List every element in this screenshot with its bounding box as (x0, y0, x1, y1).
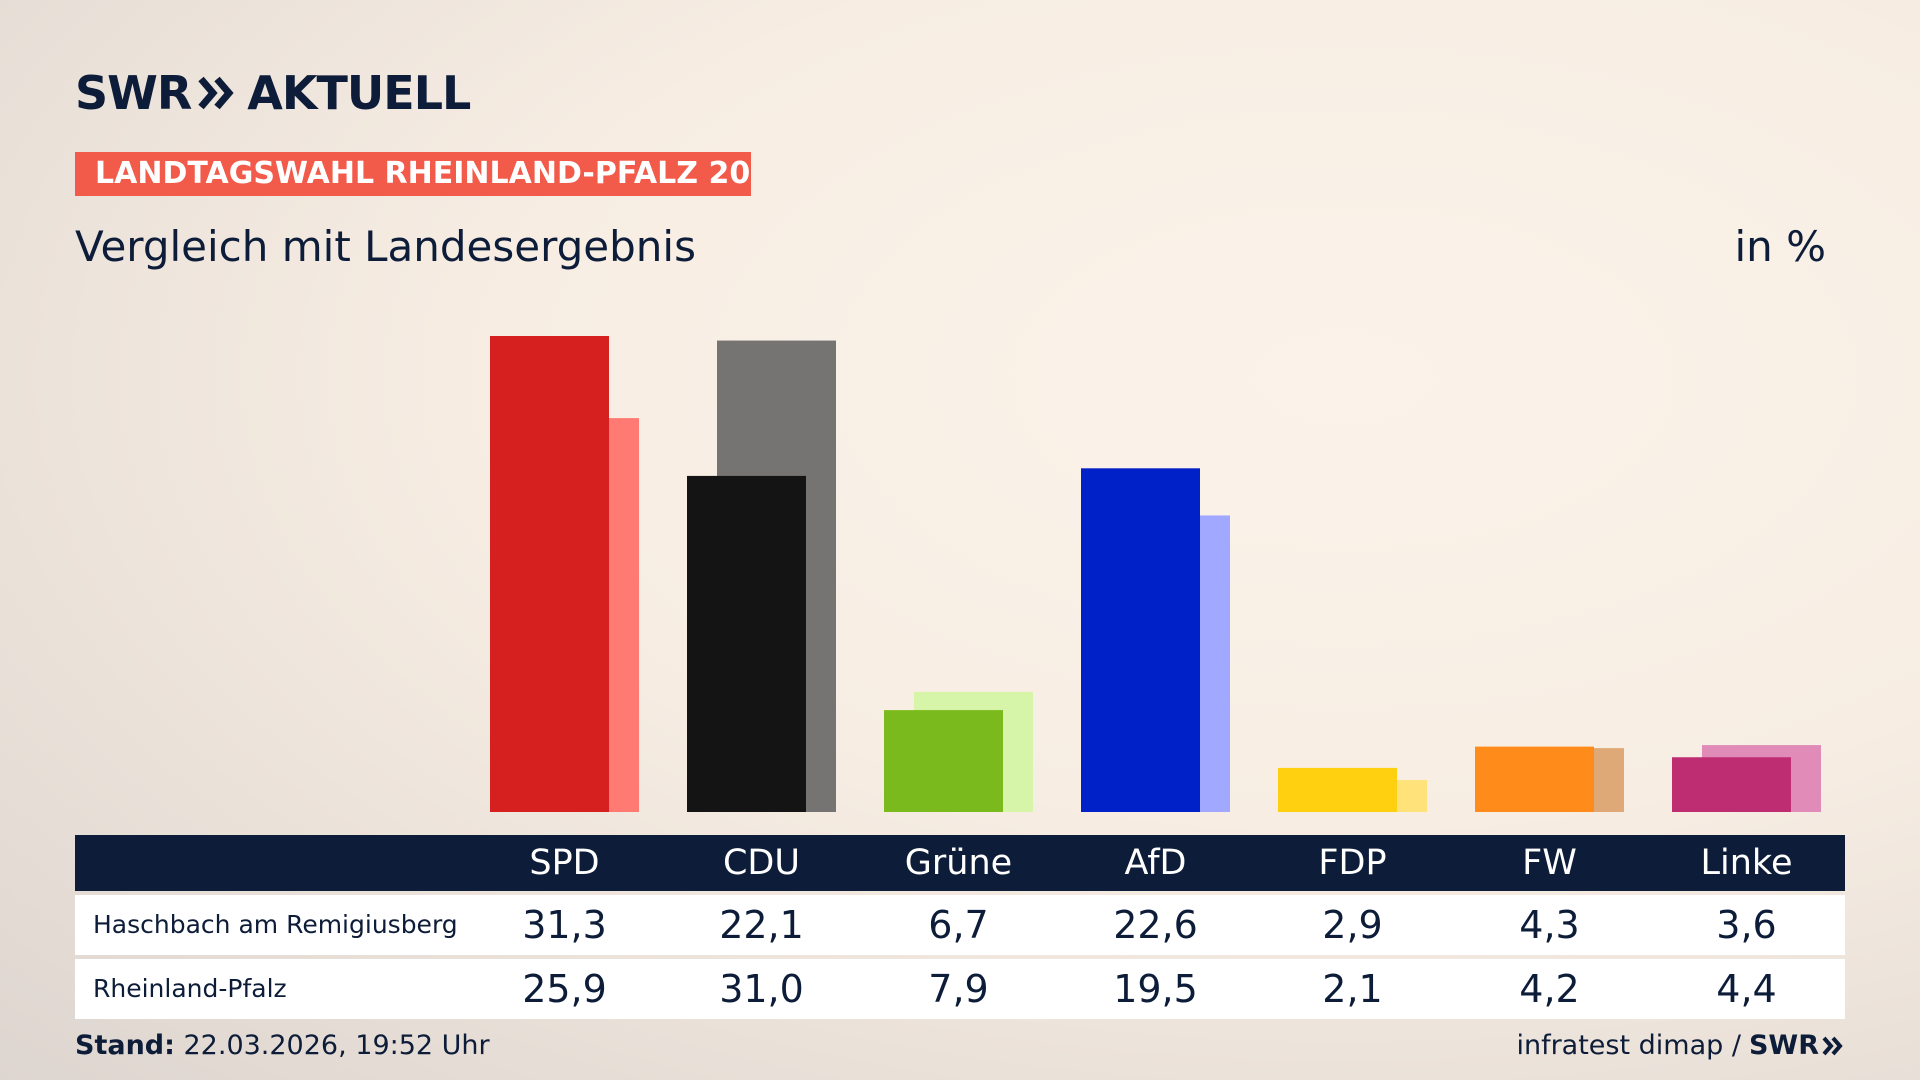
double-chevron-right-icon (1822, 1036, 1843, 1055)
chart-subtitle: Vergleich mit Landesergebnis (75, 222, 696, 271)
value-cell-spd: 25,9 (522, 967, 607, 1011)
party-label-fw: FW (1522, 843, 1577, 883)
results-table: SPD CDU Grüne AfD FDP FW Linke Haschbach am Re… (75, 835, 1845, 1019)
bar-chart (490, 336, 1821, 812)
value-cell-fw: 4,2 (1519, 967, 1580, 1011)
logo-aktuell-text: AKTUELL (247, 66, 471, 120)
value-cell-cdu: 22,1 (719, 903, 804, 947)
stand-label: Stand: (75, 1030, 175, 1061)
value-cell-grüne: 7,9 (928, 967, 989, 1011)
double-chevron-right-icon (197, 76, 235, 110)
party-label-linke: Linke (1700, 843, 1793, 883)
election-tag: LANDTAGSWAHL RHEINLAND-PFALZ 2026 (75, 152, 751, 196)
bar-gemeinde-spd (490, 336, 609, 812)
value-cell-spd: 31,3 (522, 903, 607, 947)
source-logo-text: SWR (1748, 1030, 1819, 1061)
value-cell-linke: 4,4 (1716, 967, 1777, 1011)
unit-label: in % (1734, 222, 1826, 271)
bar-gemeinde-fw (1475, 746, 1594, 812)
table-header-row: SPD CDU Grüne AfD FDP FW Linke (75, 835, 1845, 891)
party-label-cdu: CDU (722, 843, 800, 883)
party-label-fdp: FDP (1318, 843, 1387, 883)
bar-gemeinde-fdp (1278, 767, 1397, 812)
table-row: Rheinland-Pfalz 25,9 31,0 7,9 19,5 2,1 4,2 4,4 (75, 959, 1845, 1019)
value-cell-fw: 4,3 (1519, 903, 1580, 947)
value-cell-afd: 19,5 (1113, 967, 1198, 1011)
value-cell-cdu: 31,0 (719, 967, 804, 1011)
bar-gemeinde-grüne (884, 710, 1003, 812)
bar-gemeinde-cdu (687, 475, 806, 812)
swr-aktuell-logo: SWR AKTUELL (75, 66, 471, 120)
bar-gemeinde-linke (1672, 757, 1791, 812)
swr-mini-logo: SWR (1749, 1030, 1844, 1061)
party-label-grüne: Grüne (904, 843, 1013, 883)
value-cell-afd: 22,6 (1113, 903, 1198, 947)
source-credit: infratest dimap / SWR (1516, 1030, 1844, 1061)
source-text: infratest dimap / (1516, 1030, 1741, 1061)
row-label: Haschbach am Remigiusberg (93, 910, 458, 939)
logo-swr-text: SWR (75, 66, 192, 120)
party-label-afd: AfD (1124, 843, 1187, 883)
value-cell-fdp: 2,9 (1322, 903, 1383, 947)
row-label: Rheinland-Pfalz (93, 974, 287, 1003)
stand-value: 22.03.2026, 19:52 Uhr (174, 1030, 490, 1061)
value-cell-linke: 3,6 (1716, 903, 1777, 947)
bar-gemeinde-afd (1081, 468, 1200, 812)
table-row: Haschbach am Remigiusberg 31,3 22,1 6,7 22,… (75, 895, 1845, 955)
timestamp: Stand: 22.03.2026, 19:52 Uhr (75, 1030, 490, 1061)
value-cell-fdp: 2,1 (1322, 967, 1383, 1011)
value-cell-grüne: 6,7 (928, 903, 989, 947)
party-label-spd: SPD (529, 843, 600, 883)
